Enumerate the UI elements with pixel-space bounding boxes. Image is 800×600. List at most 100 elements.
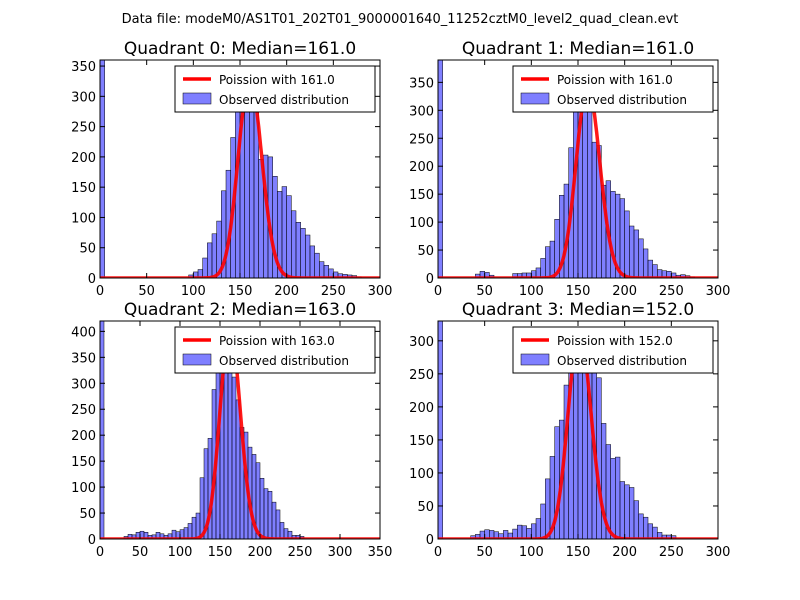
x-tick-label: 50: [132, 545, 149, 560]
legend-label-poisson: Poission with 163.0: [219, 334, 335, 348]
y-tick-label: 200: [409, 160, 434, 175]
histogram-bar: [639, 239, 644, 278]
y-tick-label: 50: [417, 244, 434, 259]
histogram-bar: [550, 241, 555, 278]
x-tick-label: 300: [706, 545, 731, 560]
histogram-bar: [438, 60, 443, 278]
x-tick-label: 0: [96, 545, 104, 560]
y-tick-label: 100: [71, 481, 96, 496]
y-tick-label: 250: [71, 403, 96, 418]
y-tick-label: 50: [79, 507, 96, 522]
y-tick-label: 100: [409, 216, 434, 231]
legend-bar-swatch: [521, 93, 549, 104]
y-tick-label: 150: [409, 434, 434, 449]
histogram-bar: [522, 526, 527, 539]
x-tick-label: 300: [368, 284, 393, 299]
histogram-bar: [276, 510, 280, 539]
histogram-bar: [287, 196, 292, 278]
histogram-bar: [634, 230, 639, 278]
y-tick-label: 300: [71, 90, 96, 105]
y-tick-label: 200: [71, 429, 96, 444]
histogram-bar: [643, 517, 648, 539]
histogram-bar: [310, 246, 315, 278]
histogram-bar: [264, 489, 268, 539]
histogram-bar: [592, 142, 597, 278]
y-tick-label: 50: [79, 242, 96, 257]
x-tick-label: 50: [476, 545, 493, 560]
y-tick-label: 250: [71, 121, 96, 136]
histogram-bar: [212, 234, 217, 278]
legend-label-observed: Observed distribution: [557, 354, 687, 368]
histogram-bar: [541, 258, 546, 278]
y-tick-label: 100: [409, 467, 434, 482]
y-tick-label: 0: [88, 272, 96, 287]
histogram-bar: [324, 265, 329, 278]
histogram-bar: [629, 487, 634, 539]
histogram-bar: [625, 211, 630, 278]
histogram-bar: [291, 211, 296, 278]
panel-3: 0 50 100 150 200 250 300 0 50 100 150 200 250 300 Quad…: [409, 300, 730, 560]
y-tick-label: 0: [426, 533, 434, 548]
histogram-bar: [228, 355, 232, 539]
legend-bar-swatch: [521, 354, 549, 365]
x-tick-label: 300: [706, 284, 731, 299]
histogram-bar: [272, 502, 276, 539]
legend-label-observed: Observed distribution: [557, 93, 687, 107]
histogram-bar: [100, 321, 104, 539]
histogram-bar: [611, 458, 616, 539]
histogram-bar: [639, 514, 644, 539]
histogram-bar: [587, 110, 592, 278]
y-tick-label: 0: [88, 533, 96, 548]
x-tick-label: 250: [659, 545, 684, 560]
histogram-bar: [196, 513, 200, 539]
histogram-bar: [620, 482, 625, 539]
histogram-bar: [207, 243, 212, 278]
x-tick-label: 150: [228, 284, 253, 299]
x-tick-label: 200: [612, 545, 637, 560]
y-tick-label: 250: [409, 368, 434, 383]
histogram-bar: [100, 60, 105, 278]
histogram-bar: [648, 260, 653, 278]
x-tick-label: 100: [519, 284, 544, 299]
histogram-bar: [301, 228, 306, 278]
histogram-bar: [305, 235, 310, 278]
x-tick-label: 150: [208, 545, 233, 560]
histogram-bar: [653, 265, 658, 278]
figure-suptitle: Data file: modeM0/AS1T01_202T01_90000016…: [122, 12, 679, 27]
y-tick-label: 150: [409, 188, 434, 203]
histogram-bar: [597, 378, 602, 539]
x-tick-label: 150: [566, 284, 591, 299]
histogram-bar: [296, 222, 301, 278]
legend-label-poisson: Poission with 152.0: [557, 334, 673, 348]
histogram-bar: [634, 501, 639, 539]
y-tick-label: 50: [417, 500, 434, 515]
y-tick-label: 200: [71, 151, 96, 166]
x-tick-label: 0: [434, 545, 442, 560]
x-tick-label: 100: [168, 545, 193, 560]
histogram-bar: [249, 99, 254, 278]
histogram-bar: [280, 522, 284, 539]
x-tick-label: 100: [181, 284, 206, 299]
y-tick-label: 0: [426, 272, 434, 287]
y-tick-label: 350: [409, 76, 434, 91]
panel-title: Quadrant 1: Median=161.0: [462, 39, 694, 59]
y-tick-label: 300: [409, 104, 434, 119]
histogram-bar: [643, 249, 648, 278]
x-tick-label: 50: [476, 284, 493, 299]
histogram-bar: [268, 491, 272, 539]
y-tick-label: 400: [71, 325, 96, 340]
x-tick-label: 0: [96, 284, 104, 299]
histogram-bar: [583, 87, 588, 278]
histogram-bar: [224, 355, 228, 539]
legend-label-observed: Observed distribution: [219, 354, 349, 368]
x-tick-label: 0: [434, 284, 442, 299]
y-tick-label: 100: [71, 211, 96, 226]
histogram-bar: [648, 524, 653, 539]
x-tick-label: 200: [274, 284, 299, 299]
histogram-bar: [536, 519, 541, 539]
legend-bar-swatch: [183, 354, 211, 365]
x-tick-label: 250: [659, 284, 684, 299]
histogram-bar: [517, 525, 522, 539]
panel-title: Quadrant 0: Median=161.0: [124, 39, 356, 59]
histogram-bar: [625, 485, 630, 539]
